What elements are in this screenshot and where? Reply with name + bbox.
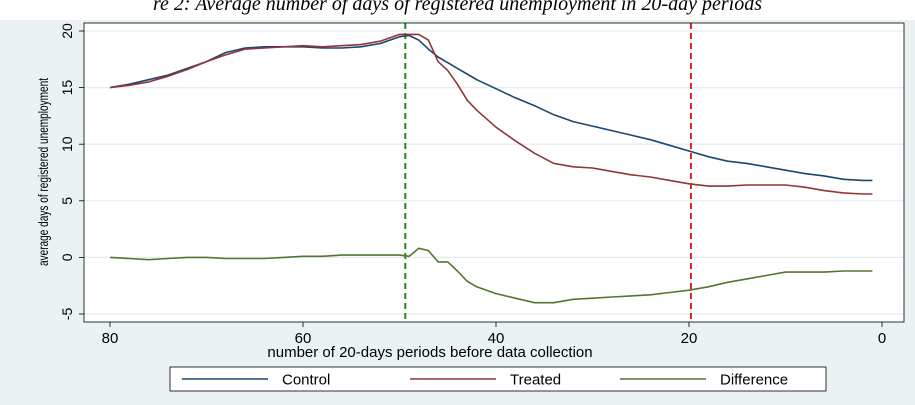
x-tick-label: 80 [102, 330, 119, 347]
series-line-difference [109, 247, 873, 304]
y-axis: 20 15 10 5 0 -5 [59, 23, 84, 320]
y-tick-label: 15 [59, 80, 75, 96]
y-tick-label: 5 [59, 197, 75, 205]
x-axis-label: number of 20-days periods before data co… [267, 344, 592, 361]
legend-label: Control [282, 372, 330, 389]
legend-label: Treated [510, 372, 561, 389]
y-axis-label: average days of registered unemployment [35, 77, 51, 266]
plot-area [84, 23, 904, 322]
x-axis: 80 60 40 20 0 [102, 322, 886, 347]
x-tick-label: 60 [295, 330, 312, 347]
figure-caption: re 2: Average number of days of register… [153, 0, 762, 15]
x-tick-label: 40 [488, 330, 505, 347]
legend: Control Treated Difference [169, 366, 827, 392]
x-tick-label: 0 [878, 330, 886, 347]
y-tick-label: 20 [59, 23, 75, 39]
legend-box [169, 366, 827, 392]
series-line-control [109, 34, 873, 182]
series-line-treated [109, 33, 873, 195]
legend-label: Difference [720, 372, 788, 389]
plot-border [83, 22, 905, 323]
y-tick-label: -5 [59, 308, 75, 321]
x-tick-label: 20 [681, 330, 698, 347]
y-tick-label: 0 [59, 253, 75, 261]
y-tick-label: 10 [59, 136, 75, 152]
series-lines [109, 33, 873, 304]
